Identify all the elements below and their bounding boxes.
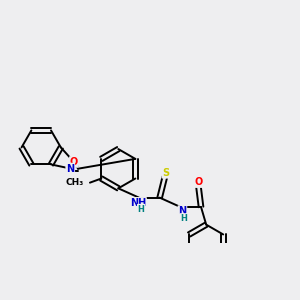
Text: O: O xyxy=(70,157,78,167)
Text: CH₃: CH₃ xyxy=(65,178,84,187)
Text: S: S xyxy=(162,168,169,178)
Text: H: H xyxy=(138,205,145,214)
Text: H: H xyxy=(180,214,187,223)
Text: N: N xyxy=(66,164,74,173)
Text: N: N xyxy=(178,206,187,216)
Text: O: O xyxy=(194,177,202,187)
Text: NH: NH xyxy=(130,198,146,208)
